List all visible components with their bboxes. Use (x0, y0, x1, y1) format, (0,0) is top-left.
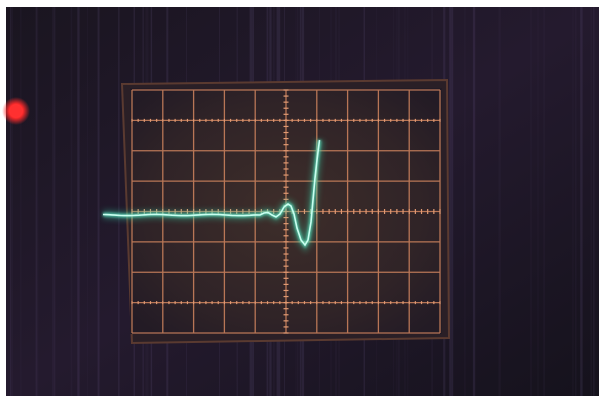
film-streak (498, 7, 500, 396)
film-streak (20, 7, 22, 396)
film-streak (464, 7, 466, 396)
film-streak (118, 7, 120, 396)
film-streak (498, 7, 501, 396)
film-streak (77, 7, 79, 396)
film-streak (35, 7, 39, 396)
signal-trace (102, 139, 322, 249)
film-streak (543, 7, 545, 396)
film-streak (537, 7, 539, 396)
film-streak (530, 7, 532, 396)
film-streak (70, 7, 73, 396)
film-streak (97, 7, 100, 396)
film-streak (36, 7, 38, 396)
film-streak (449, 7, 451, 396)
film-streak (52, 7, 55, 396)
film-streak (77, 7, 80, 396)
film-streak (55, 7, 56, 396)
film-streak (590, 7, 592, 396)
film-streak (10, 7, 12, 396)
film-streak (87, 7, 88, 396)
indicator-lamp (2, 97, 30, 125)
film-streak (472, 7, 476, 396)
film-streak (580, 7, 583, 396)
film-streak (575, 7, 577, 396)
film-streak (593, 7, 596, 396)
film-streak (11, 7, 13, 396)
film-streak (593, 7, 595, 396)
film-streak (451, 7, 454, 396)
film-streak (572, 7, 574, 396)
film-streak (53, 7, 56, 396)
film-streak (54, 7, 55, 396)
